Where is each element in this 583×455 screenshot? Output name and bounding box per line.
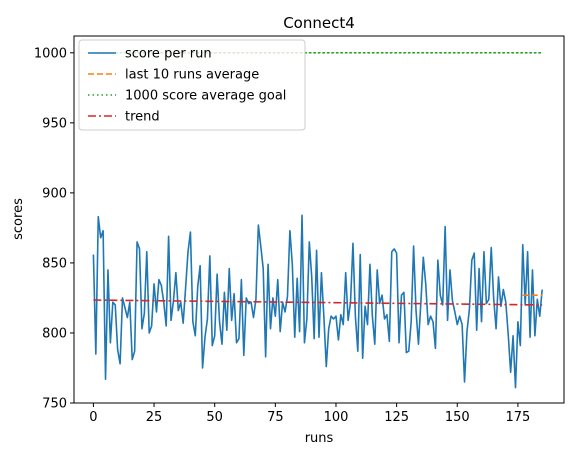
x-axis-label: runs	[305, 431, 334, 446]
x-tick-label: 150	[445, 410, 470, 425]
y-tick-label: 1000	[34, 46, 67, 61]
legend-label: score per run	[125, 47, 212, 62]
x-tick-label: 50	[206, 410, 223, 425]
x-tick-label: 0	[89, 410, 97, 425]
legend-label: trend	[125, 110, 160, 125]
legend-box	[78, 39, 306, 131]
y-tick-label: 950	[42, 116, 67, 131]
y-axis-ticks: 750 800 850 900 950 1000	[34, 46, 74, 412]
legend-label: 1000 score average goal	[125, 89, 286, 104]
y-tick-label: 850	[42, 256, 67, 271]
x-tick-label: 75	[267, 410, 284, 425]
y-tick-label: 900	[42, 186, 67, 201]
x-tick-label: 25	[146, 410, 163, 425]
x-tick-label: 125	[384, 410, 409, 425]
plot-frame	[73, 35, 565, 404]
legend-label: last 10 runs average	[125, 68, 259, 83]
x-axis-ticks: 0 25 50 75 100 125 150 175	[89, 403, 530, 425]
chart-title: Connect4	[283, 14, 355, 32]
legend: score per run last 10 runs average 1000 sc…	[78, 39, 306, 131]
y-tick-label: 750	[42, 397, 67, 412]
series-score-per-run	[92, 214, 543, 389]
series-layer	[92, 52, 543, 389]
y-axis-label: scores	[11, 198, 26, 240]
series-trend	[93, 299, 543, 306]
y-tick-label: 800	[42, 326, 67, 341]
x-tick-label: 175	[505, 410, 530, 425]
x-tick-label: 100	[324, 410, 349, 425]
